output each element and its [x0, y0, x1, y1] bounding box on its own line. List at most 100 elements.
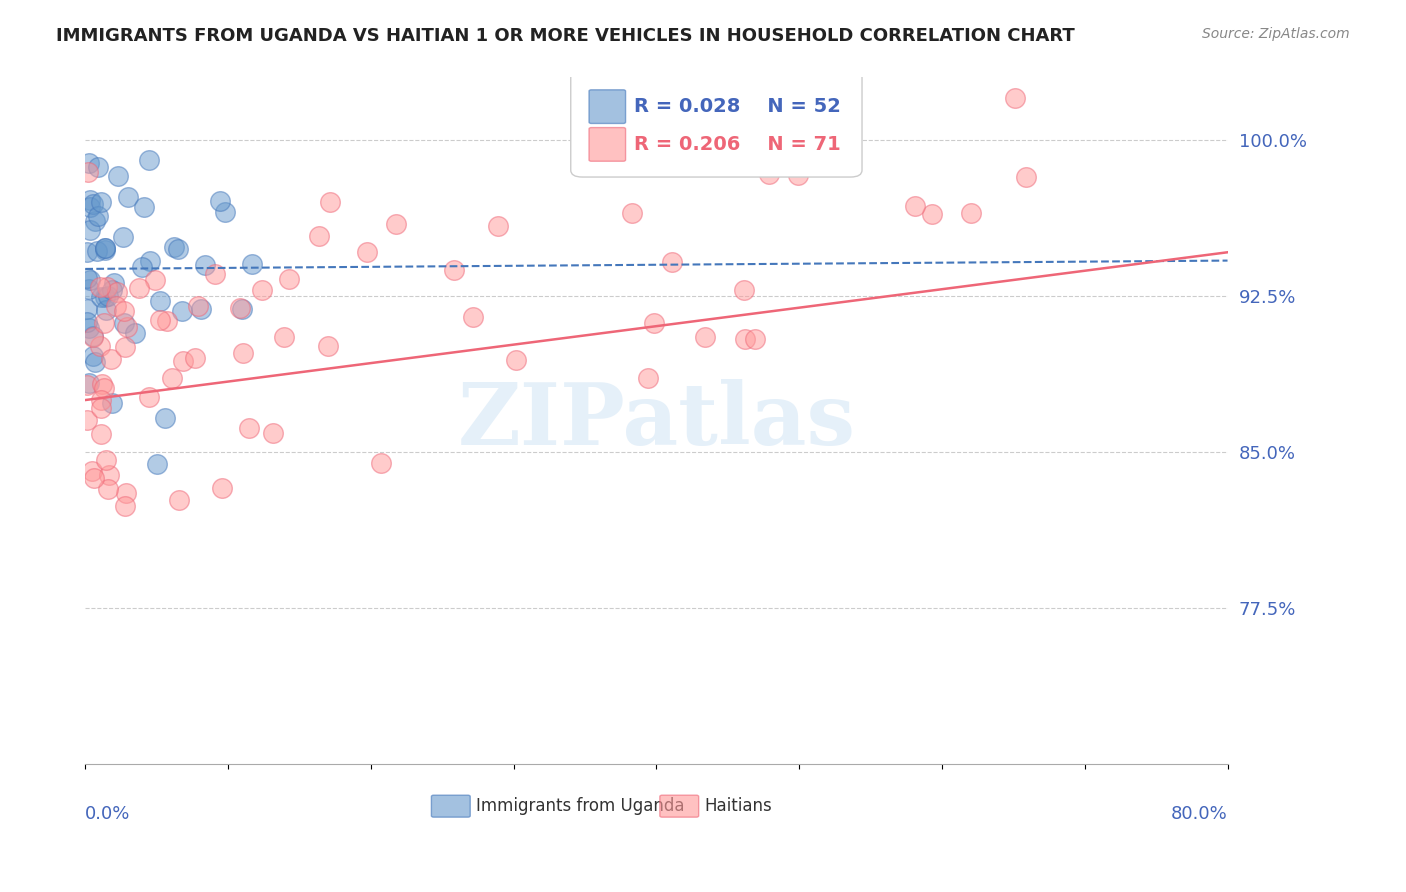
Point: [90, 290, 112, 304]
Point: [733, 283, 755, 297]
Point: [904, 199, 927, 213]
Point: [90, 377, 112, 392]
Point: [94, 243, 117, 257]
Point: [100, 352, 122, 367]
Point: [76, 315, 98, 329]
Point: [96, 280, 118, 294]
Point: [82, 329, 104, 343]
Text: Haitians: Haitians: [704, 797, 772, 815]
Point: [94, 453, 117, 467]
Text: 0.0%: 0.0%: [86, 805, 131, 823]
FancyBboxPatch shape: [589, 90, 626, 123]
Point: [787, 168, 810, 182]
Point: [278, 272, 301, 286]
Point: [153, 411, 176, 425]
Point: [97, 467, 120, 482]
Point: [149, 294, 172, 309]
Text: IMMIGRANTS FROM UGANDA VS HAITIAN 1 OR MORE VEHICLES IN HOUSEHOLD CORRELATION CH: IMMIGRANTS FROM UGANDA VS HAITIAN 1 OR M…: [56, 27, 1076, 45]
Point: [103, 276, 125, 290]
Point: [693, 330, 716, 344]
Text: Source: ZipAtlas.com: Source: ZipAtlas.com: [1202, 27, 1350, 41]
Point: [79, 200, 101, 214]
Point: [204, 267, 226, 281]
Point: [273, 330, 295, 344]
Point: [308, 229, 330, 244]
Point: [156, 314, 179, 328]
FancyBboxPatch shape: [589, 128, 626, 161]
Point: [86, 244, 108, 258]
Point: [90, 427, 112, 442]
FancyBboxPatch shape: [432, 795, 470, 817]
Point: [443, 263, 465, 277]
Point: [231, 301, 253, 316]
Point: [486, 219, 509, 234]
Point: [370, 456, 392, 470]
Point: [169, 493, 191, 508]
Point: [385, 217, 408, 231]
Point: [775, 158, 797, 172]
Point: [89, 338, 111, 352]
Point: [250, 283, 273, 297]
Point: [163, 240, 186, 254]
Point: [112, 303, 135, 318]
Point: [160, 370, 183, 384]
Point: [187, 299, 209, 313]
Point: [505, 352, 527, 367]
Point: [82, 197, 104, 211]
Point: [77, 320, 100, 334]
Point: [84, 214, 107, 228]
Point: [105, 285, 128, 299]
Point: [921, 207, 943, 221]
Point: [183, 351, 205, 365]
FancyBboxPatch shape: [659, 795, 699, 817]
Text: Immigrants from Uganda: Immigrants from Uganda: [477, 797, 685, 815]
Point: [87, 209, 110, 223]
Point: [76, 378, 98, 392]
Point: [232, 346, 254, 360]
Point: [620, 205, 643, 219]
Point: [90, 401, 112, 416]
Point: [643, 316, 665, 330]
Point: [77, 376, 100, 390]
Point: [76, 270, 98, 285]
Point: [105, 299, 128, 313]
Point: [166, 242, 188, 256]
Point: [94, 302, 117, 317]
Point: [84, 355, 107, 369]
Point: [83, 471, 105, 485]
Point: [76, 301, 98, 316]
Point: [149, 312, 172, 326]
Point: [229, 301, 252, 316]
Point: [107, 169, 129, 183]
Point: [316, 338, 339, 352]
Point: [734, 332, 756, 346]
Point: [131, 260, 153, 275]
Point: [94, 290, 117, 304]
Text: R = 0.206    N = 71: R = 0.206 N = 71: [634, 135, 841, 153]
Point: [114, 340, 136, 354]
Point: [238, 421, 260, 435]
Point: [77, 282, 100, 296]
Point: [960, 206, 983, 220]
Point: [637, 370, 659, 384]
Point: [661, 255, 683, 269]
Point: [172, 353, 194, 368]
Point: [79, 273, 101, 287]
Point: [138, 153, 160, 167]
Point: [100, 396, 122, 410]
Point: [82, 330, 104, 344]
Point: [356, 245, 378, 260]
Point: [744, 332, 766, 346]
Point: [132, 200, 155, 214]
Point: [1015, 169, 1038, 184]
Point: [87, 160, 110, 174]
Point: [115, 320, 138, 334]
Point: [115, 485, 138, 500]
Point: [319, 194, 342, 209]
Point: [194, 259, 217, 273]
Point: [80, 464, 103, 478]
Point: [97, 483, 120, 497]
Point: [94, 241, 117, 255]
Text: R = 0.028    N = 52: R = 0.028 N = 52: [634, 97, 841, 116]
Point: [463, 310, 485, 324]
